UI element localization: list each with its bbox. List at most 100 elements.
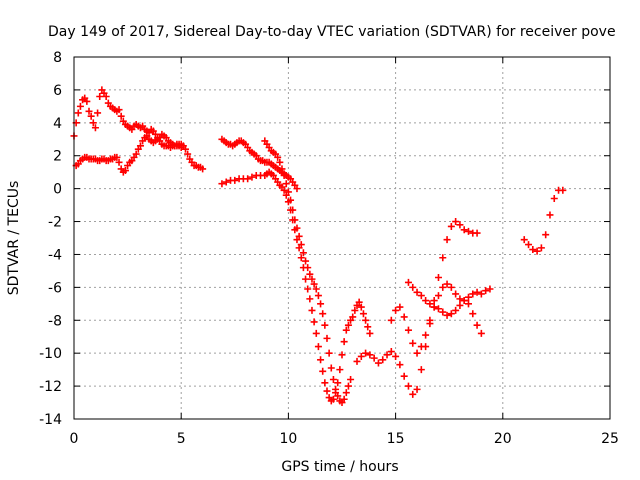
- data-point: [336, 366, 344, 374]
- data-point: [314, 292, 322, 300]
- data-point: [430, 297, 438, 305]
- data-point: [297, 241, 305, 249]
- data-point: [231, 176, 239, 184]
- data-point: [344, 321, 352, 329]
- y-tick-label: 2: [53, 149, 62, 165]
- grid-layer: [74, 57, 610, 419]
- data-point: [409, 390, 417, 398]
- data-point: [351, 306, 359, 314]
- data-point: [400, 372, 408, 380]
- y-tick-label: 0: [53, 182, 62, 198]
- data-point: [473, 321, 481, 329]
- data-series-6: [353, 218, 481, 398]
- y-tick-label: -14: [39, 412, 62, 428]
- data-point: [310, 280, 318, 288]
- data-point: [366, 329, 374, 337]
- data-point: [456, 295, 464, 303]
- data-point: [244, 175, 252, 183]
- data-point: [342, 326, 350, 334]
- y-tick-label: -6: [48, 280, 62, 296]
- data-point: [132, 150, 140, 158]
- data-point: [115, 106, 123, 114]
- data-point: [447, 310, 455, 318]
- data-point: [293, 185, 301, 193]
- data-point: [317, 356, 325, 364]
- data-point: [482, 287, 490, 295]
- data-point: [426, 300, 434, 308]
- data-point: [117, 112, 125, 120]
- data-series-7: [387, 280, 494, 357]
- data-point: [340, 395, 348, 403]
- data-point: [404, 326, 412, 334]
- x-tick-label: 25: [601, 431, 619, 447]
- data-point: [323, 334, 331, 342]
- data-point: [542, 231, 550, 239]
- data-point: [404, 382, 412, 390]
- data-point: [359, 310, 367, 318]
- data-point: [477, 290, 485, 298]
- tick-layer: 0 5 10 15 20 25 -14 -12 -10 -8 -6 -4 -2 0 2 4 6 8: [39, 50, 619, 447]
- data-point: [85, 107, 93, 115]
- data-point: [248, 173, 256, 181]
- data-point: [456, 221, 464, 229]
- data-point: [274, 153, 282, 161]
- data-point: [342, 389, 350, 397]
- data-point: [355, 298, 363, 306]
- data-point: [96, 92, 104, 100]
- data-point: [392, 352, 400, 360]
- data-point: [533, 247, 541, 255]
- data-point: [452, 218, 460, 226]
- x-tick-label: 20: [494, 431, 512, 447]
- data-point: [426, 316, 434, 324]
- data-point: [289, 206, 297, 214]
- data-point: [387, 316, 395, 324]
- data-point: [379, 356, 387, 364]
- data-point: [362, 316, 370, 324]
- data-point: [181, 145, 189, 153]
- data-point: [447, 283, 455, 291]
- data-point: [115, 158, 123, 166]
- data-point: [546, 211, 554, 219]
- data-point: [413, 385, 421, 393]
- data-point: [87, 112, 95, 120]
- data-point: [317, 300, 325, 308]
- data-point: [334, 392, 342, 400]
- data-point: [218, 180, 226, 188]
- data-point: [325, 349, 333, 357]
- data-point: [306, 270, 314, 278]
- data-point: [304, 285, 312, 293]
- data-point: [422, 297, 430, 305]
- data-point: [102, 92, 110, 100]
- data-point: [550, 195, 558, 203]
- y-tick-label: -12: [39, 379, 62, 395]
- x-tick-label: 10: [279, 431, 297, 447]
- data-series-9: [520, 186, 567, 255]
- data-point: [334, 379, 342, 387]
- data-point: [469, 290, 477, 298]
- data-point: [366, 351, 374, 359]
- data-point: [312, 285, 320, 293]
- data-point: [321, 321, 329, 329]
- data-point: [362, 349, 370, 357]
- data-point: [559, 186, 567, 194]
- data-series-8: [404, 278, 485, 337]
- data-point: [136, 142, 144, 150]
- data-point: [409, 339, 417, 347]
- data-point: [113, 153, 121, 161]
- data-point: [357, 352, 365, 360]
- data-point: [443, 311, 451, 319]
- y-tick-label: 8: [53, 50, 62, 66]
- data-point: [486, 285, 494, 293]
- y-tick-label: 4: [53, 116, 62, 132]
- data-point: [364, 323, 372, 331]
- data-point: [529, 246, 537, 254]
- data-point: [321, 379, 329, 387]
- data-point: [327, 364, 335, 372]
- data-point: [443, 280, 451, 288]
- data-point: [443, 236, 451, 244]
- y-tick-label: -2: [48, 215, 62, 231]
- plot-frame: [73, 56, 611, 420]
- data-point: [302, 275, 310, 283]
- data-point: [396, 361, 404, 369]
- data-point: [537, 244, 545, 252]
